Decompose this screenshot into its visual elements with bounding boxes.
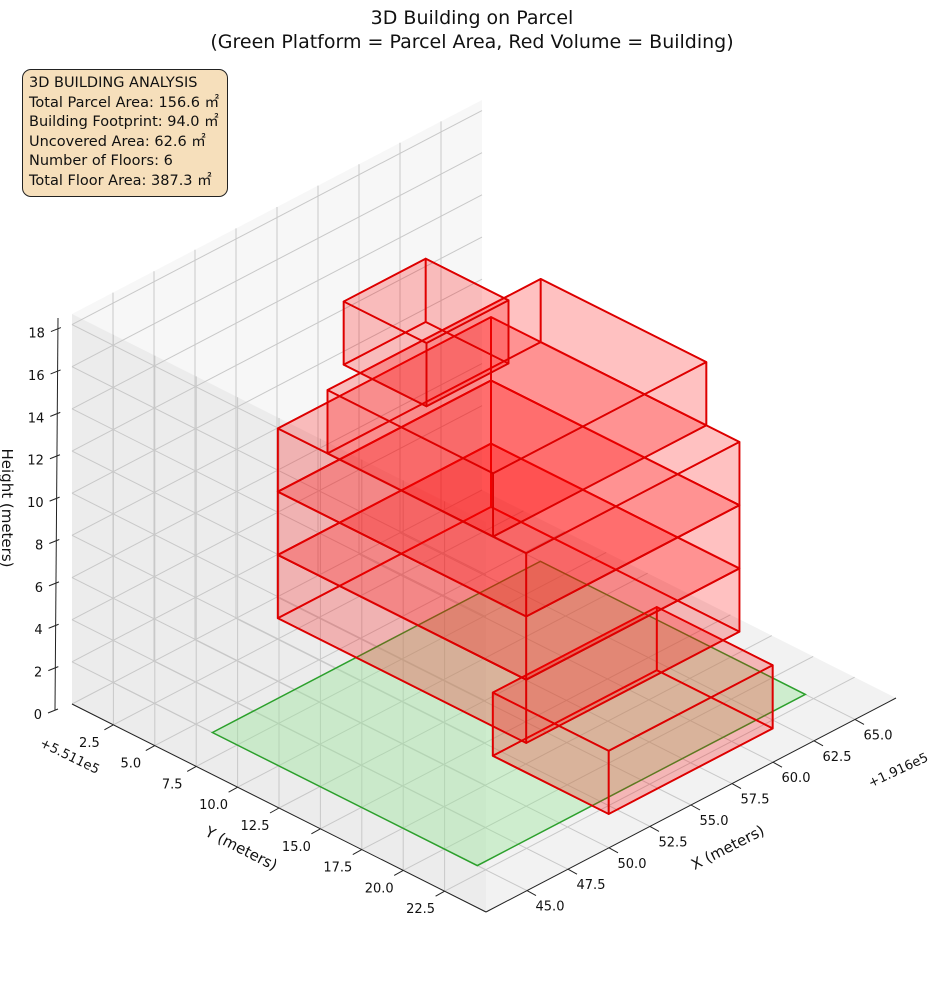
floor-1 — [491, 606, 774, 815]
x-tick-mark — [608, 847, 619, 854]
info-building-footprint: Building Footprint: 94.0 ㎡ — [29, 114, 219, 130]
info-number-of-floors: Number of Floors: 6 — [29, 153, 173, 169]
y-tick-mark — [228, 786, 238, 793]
z-tick-label: 2 — [34, 666, 42, 681]
x-tick-label: 50.0 — [618, 857, 647, 872]
z-tick-mark — [49, 454, 61, 460]
info-total-parcel-area: Total Parcel Area: 156.6 ㎡ — [29, 94, 220, 111]
y-tick-mark — [352, 849, 363, 856]
floor-5 — [326, 277, 708, 538]
y-tick-label: 12.5 — [241, 819, 270, 834]
floor-6 — [342, 257, 510, 408]
z-tick-mark — [49, 539, 60, 544]
y-tick-mark — [145, 745, 156, 752]
grid-line-z — [71, 366, 487, 576]
grid-line-y — [195, 551, 607, 767]
x-tick-mark — [567, 868, 578, 875]
chart-title: 3D Building on Parcel (Green Platform = … — [0, 6, 944, 54]
x-tick-label: 52.5 — [659, 835, 688, 850]
grid-line-y — [444, 676, 855, 892]
building-volume — [276, 257, 774, 815]
grid-line-z — [71, 152, 483, 368]
x-tick-label: 60.0 — [782, 771, 811, 786]
grid-line-z — [71, 110, 483, 325]
x-tick-mark — [649, 825, 660, 832]
grid-line-y — [361, 635, 773, 851]
z-tick-label: 0 — [34, 708, 42, 723]
grid-line-y — [237, 572, 648, 788]
z-axis-line — [54, 317, 59, 711]
z-tick-label: 14 — [28, 411, 45, 426]
grid-line-z — [71, 408, 487, 618]
z-axis-label: Height (meters) — [0, 449, 16, 568]
axis-lines — [47, 317, 897, 913]
z-tick-mark — [50, 369, 61, 375]
z-tick-label: 6 — [35, 581, 43, 596]
x-offset-label: +1.916e5 — [866, 750, 931, 791]
y-tick-label: 5.0 — [120, 757, 141, 772]
title-line-1: 3D Building on Parcel — [370, 7, 574, 29]
grid-line-z — [71, 534, 487, 744]
x-tick-mark — [772, 761, 783, 768]
z-tick-mark — [48, 581, 60, 587]
y-tick-label: 7.5 — [162, 777, 183, 792]
x-tick-mark — [526, 890, 537, 897]
x-tick-label: 57.5 — [741, 793, 770, 808]
x-tick-label: 62.5 — [823, 750, 852, 765]
y-tick-label: 22.5 — [406, 902, 435, 917]
info-uncovered-area: Uncovered Area: 62.6 ㎡ — [29, 133, 206, 150]
y-tick-mark — [435, 890, 445, 897]
x-tick-mark — [731, 783, 742, 790]
info-total-floor-area: Total Floor Area: 387.3 ㎡ — [29, 172, 212, 189]
z-tick-mark — [48, 623, 59, 629]
z-tick-mark — [48, 666, 59, 672]
z-tick-label: 16 — [28, 369, 45, 384]
grid-line-z — [71, 577, 487, 786]
y-tick-label: 2.5 — [79, 736, 100, 751]
grid-line-z — [71, 619, 487, 829]
x-tick-label: 65.0 — [864, 728, 893, 743]
y-tick-mark — [186, 765, 197, 772]
z-tick-mark — [50, 411, 61, 417]
x-tick-label: 55.0 — [700, 814, 729, 829]
grid-line-y — [154, 531, 566, 747]
grid-line-z — [71, 194, 483, 410]
z-tick-label: 8 — [35, 538, 43, 553]
z-tick-label: 18 — [28, 327, 45, 342]
z-tick-mark — [50, 327, 62, 333]
analysis-info-box: 3D BUILDING ANALYSIS Total Parcel Area: … — [22, 69, 229, 197]
y-tick-mark — [269, 807, 280, 814]
info-heading: 3D BUILDING ANALYSIS — [29, 75, 198, 91]
floor-3 — [276, 379, 741, 681]
grid-line-z — [71, 278, 483, 494]
x-tick-mark — [813, 740, 824, 747]
z-tick-label: 10 — [27, 496, 44, 511]
floor-face — [342, 257, 510, 345]
y-tick-label: 10.0 — [199, 798, 228, 813]
floor-face — [326, 277, 708, 475]
floor-face — [491, 606, 774, 752]
y-tick-label: 15.0 — [282, 840, 311, 855]
x-axis-label: X (meters) — [688, 821, 767, 873]
grid-line-z — [71, 236, 483, 452]
floor-4 — [276, 316, 741, 618]
z-tick-label: 12 — [27, 454, 44, 469]
y-tick-label: 17.5 — [323, 861, 352, 876]
title-line-2: (Green Platform = Parcel Area, Red Volum… — [210, 31, 734, 53]
grid-line-z — [71, 492, 487, 702]
z-tick-mark — [49, 496, 60, 502]
grid-line-y — [113, 510, 524, 726]
z-tick-mark — [47, 708, 59, 714]
x-tick-mark — [854, 718, 865, 725]
floor-2 — [276, 442, 741, 744]
x-tick-label: 47.5 — [577, 878, 606, 893]
y-tick-mark — [104, 724, 114, 731]
y-tick-label: 20.0 — [365, 881, 394, 896]
x-tick-label: 45.0 — [536, 900, 565, 915]
x-tick-mark — [690, 804, 701, 811]
z-tick-label: 4 — [34, 623, 42, 638]
y-tick-mark — [311, 828, 321, 835]
y-tick-mark — [393, 869, 404, 876]
